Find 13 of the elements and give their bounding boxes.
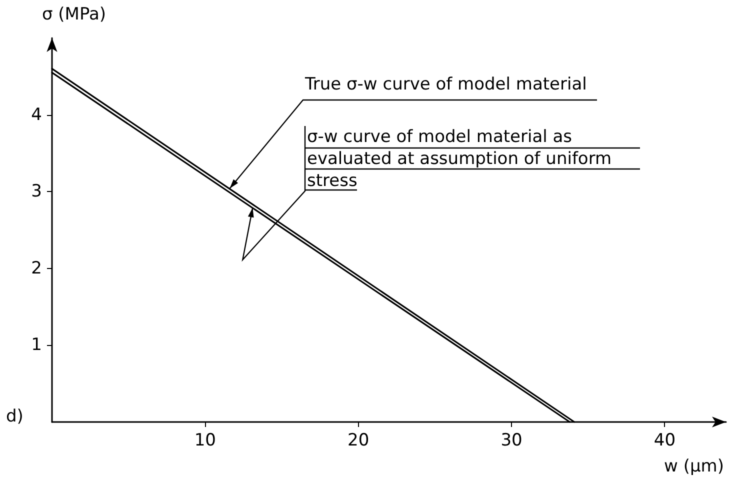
x-tick-label: 30 (500, 430, 522, 450)
x-tick-label: 20 (348, 430, 370, 450)
y-tick-label: 3 (31, 182, 42, 202)
x-axis-title: w (μm) (664, 456, 724, 476)
x-tick-label: 10 (194, 430, 216, 450)
y-tick-label: 1 (31, 335, 42, 356)
y-axis-title: σ (MPa) (42, 4, 106, 24)
annotation: σ-w curve of model material as evaluated at assumption of uniform stress (307, 127, 617, 191)
y-tick-label: 2 (31, 258, 42, 278)
x-tick-label: 40 (654, 430, 676, 450)
text: d) (6, 406, 24, 426)
annotation: True σ-w curve of model material (304, 74, 587, 94)
y-tick-label: 4 (31, 104, 42, 125)
